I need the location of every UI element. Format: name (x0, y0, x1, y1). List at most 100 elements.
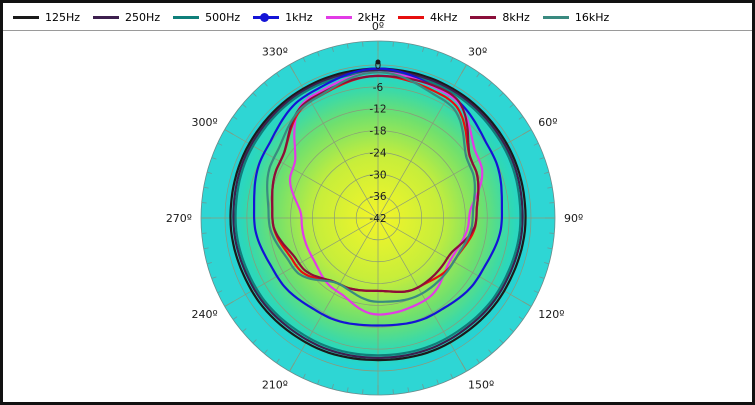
angle-tick-mark (476, 72, 480, 78)
angle-tick-mark (547, 186, 553, 189)
radial-tick-label: -24 (369, 147, 386, 159)
radial-tick-label: -6 (373, 82, 384, 94)
legend-swatch (542, 15, 569, 19)
legend-marker (260, 12, 270, 22)
angle-tick-mark (276, 72, 280, 78)
legend-item-500hz[interactable]: 500Hz (173, 11, 240, 24)
series-8khz (271, 74, 480, 293)
legend-swatch (13, 15, 39, 19)
legend-item-125hz[interactable]: 125Hz (13, 11, 80, 24)
legend-swatch (253, 12, 280, 22)
legend-label: 500Hz (205, 10, 241, 24)
angle-tick-mark (206, 262, 212, 265)
angle-tick-mark (276, 358, 280, 364)
series-250hz (232, 69, 524, 359)
angle-tick-label: 330º (262, 46, 288, 59)
angle-tick-mark (206, 171, 212, 174)
legend-swatch (93, 15, 120, 19)
angle-tick-mark (436, 51, 439, 57)
legend-item-1khz[interactable]: 1kHz (253, 10, 313, 24)
radial-tick-label: -18 (369, 126, 386, 138)
angle-tick-label: 150º (468, 378, 494, 391)
angle-tick-mark (302, 57, 306, 63)
legend-label: 16kHz (574, 10, 610, 24)
angle-gridline (224, 217, 379, 307)
series-2khz (288, 71, 484, 316)
legend-item-16khz[interactable]: 16kHz (542, 10, 610, 24)
angle-tick-mark (499, 92, 504, 97)
angle-tick-label: 60º (538, 116, 557, 129)
polar-plot: 0 -6 -12 -18 -24 -30 -36 -42 0º 30º 60º 90º 120º 150… (166, 20, 583, 396)
angle-tick-mark (263, 349, 268, 354)
angle-tick-label: 0º (372, 20, 384, 33)
angle-tick-mark (211, 276, 217, 279)
angle-tick-mark (232, 316, 238, 320)
legend-swatch (397, 15, 424, 19)
series-16khz (266, 71, 476, 303)
angle-tick-mark (533, 290, 539, 294)
legend-item-250hz[interactable]: 250Hz (93, 11, 160, 24)
angle-tick-labels: 0º30º60º90º120º150º180º210º240º270º300º3… (166, 20, 583, 391)
angle-tick-mark (317, 379, 320, 385)
angle-tick-mark (539, 276, 545, 279)
angle-tick-mark (544, 171, 550, 174)
angle-tick-label: 120º (538, 308, 564, 321)
angle-tick-mark (217, 290, 223, 294)
angle-tick-mark (252, 92, 257, 97)
angle-tick-mark (211, 157, 217, 160)
angle-tick-mark (331, 384, 334, 390)
angle-tick-mark (203, 247, 209, 250)
angle-tick-label: 300º (192, 116, 218, 129)
angle-tick-mark (476, 358, 480, 364)
radial-tick-label: 0 (375, 60, 382, 72)
angle-tick-mark (242, 328, 247, 333)
polar-series (229, 67, 527, 362)
angle-tick-mark (217, 142, 223, 146)
angle-tick-mark (547, 247, 553, 250)
angle-tick-mark (331, 46, 334, 52)
legend: 125Hz 250Hz 500Hz 1kHz 2kHz 4kHz 8kHz 16kHz (13, 4, 622, 30)
series-500hz (234, 71, 522, 357)
legend-item-8khz[interactable]: 8kHz (470, 10, 530, 24)
radial-tick-label: -30 (369, 169, 386, 181)
legend-label: 2kHz (357, 10, 385, 24)
legend-divider (3, 30, 752, 31)
legend-item-2khz[interactable]: 2kHz (325, 10, 385, 24)
angle-tick-mark (533, 142, 539, 146)
angle-tick-label: 30º (468, 46, 487, 59)
angle-tick-mark (422, 46, 425, 52)
legend-item-4khz[interactable]: 4kHz (397, 10, 458, 24)
angle-tick-label: 90º (564, 212, 583, 225)
angle-gridline (289, 217, 379, 372)
radial-tick-label: -36 (369, 191, 386, 203)
angle-tick-mark (544, 262, 550, 265)
legend-label: 1kHz (285, 10, 313, 24)
radial-tick-label: -42 (369, 213, 386, 225)
angle-tick-mark (422, 384, 425, 390)
legend-swatch (173, 15, 200, 19)
angle-tick-mark (407, 387, 410, 393)
angle-tick-mark (509, 103, 514, 108)
angle-tick-mark (346, 43, 349, 49)
top-marker-dot (375, 59, 381, 65)
radial-tick-label: -12 (369, 104, 386, 116)
angle-tick-mark (488, 82, 493, 87)
angle-tick-mark (488, 349, 493, 354)
angle-tick-mark (436, 379, 439, 385)
angle-tick-label: 270º (166, 212, 192, 225)
angle-tick-mark (302, 373, 306, 379)
legend-label: 125Hz (45, 10, 81, 24)
angle-tick-mark (346, 387, 349, 393)
angle-tick-label: 240º (192, 308, 218, 321)
angle-tick-mark (518, 116, 524, 120)
legend-label: 250Hz (125, 10, 161, 24)
angle-tick-mark (263, 82, 268, 87)
angle-tick-mark (232, 116, 238, 120)
radial-tick-labels: 0 -6 -12 -18 -24 -30 -36 -42 (369, 60, 386, 225)
legend-swatch (470, 15, 497, 19)
series-1khz (252, 67, 504, 327)
angle-tick-mark (450, 373, 454, 379)
legend-label: 4kHz (429, 10, 458, 24)
legend-label: 8kHz (502, 10, 530, 24)
